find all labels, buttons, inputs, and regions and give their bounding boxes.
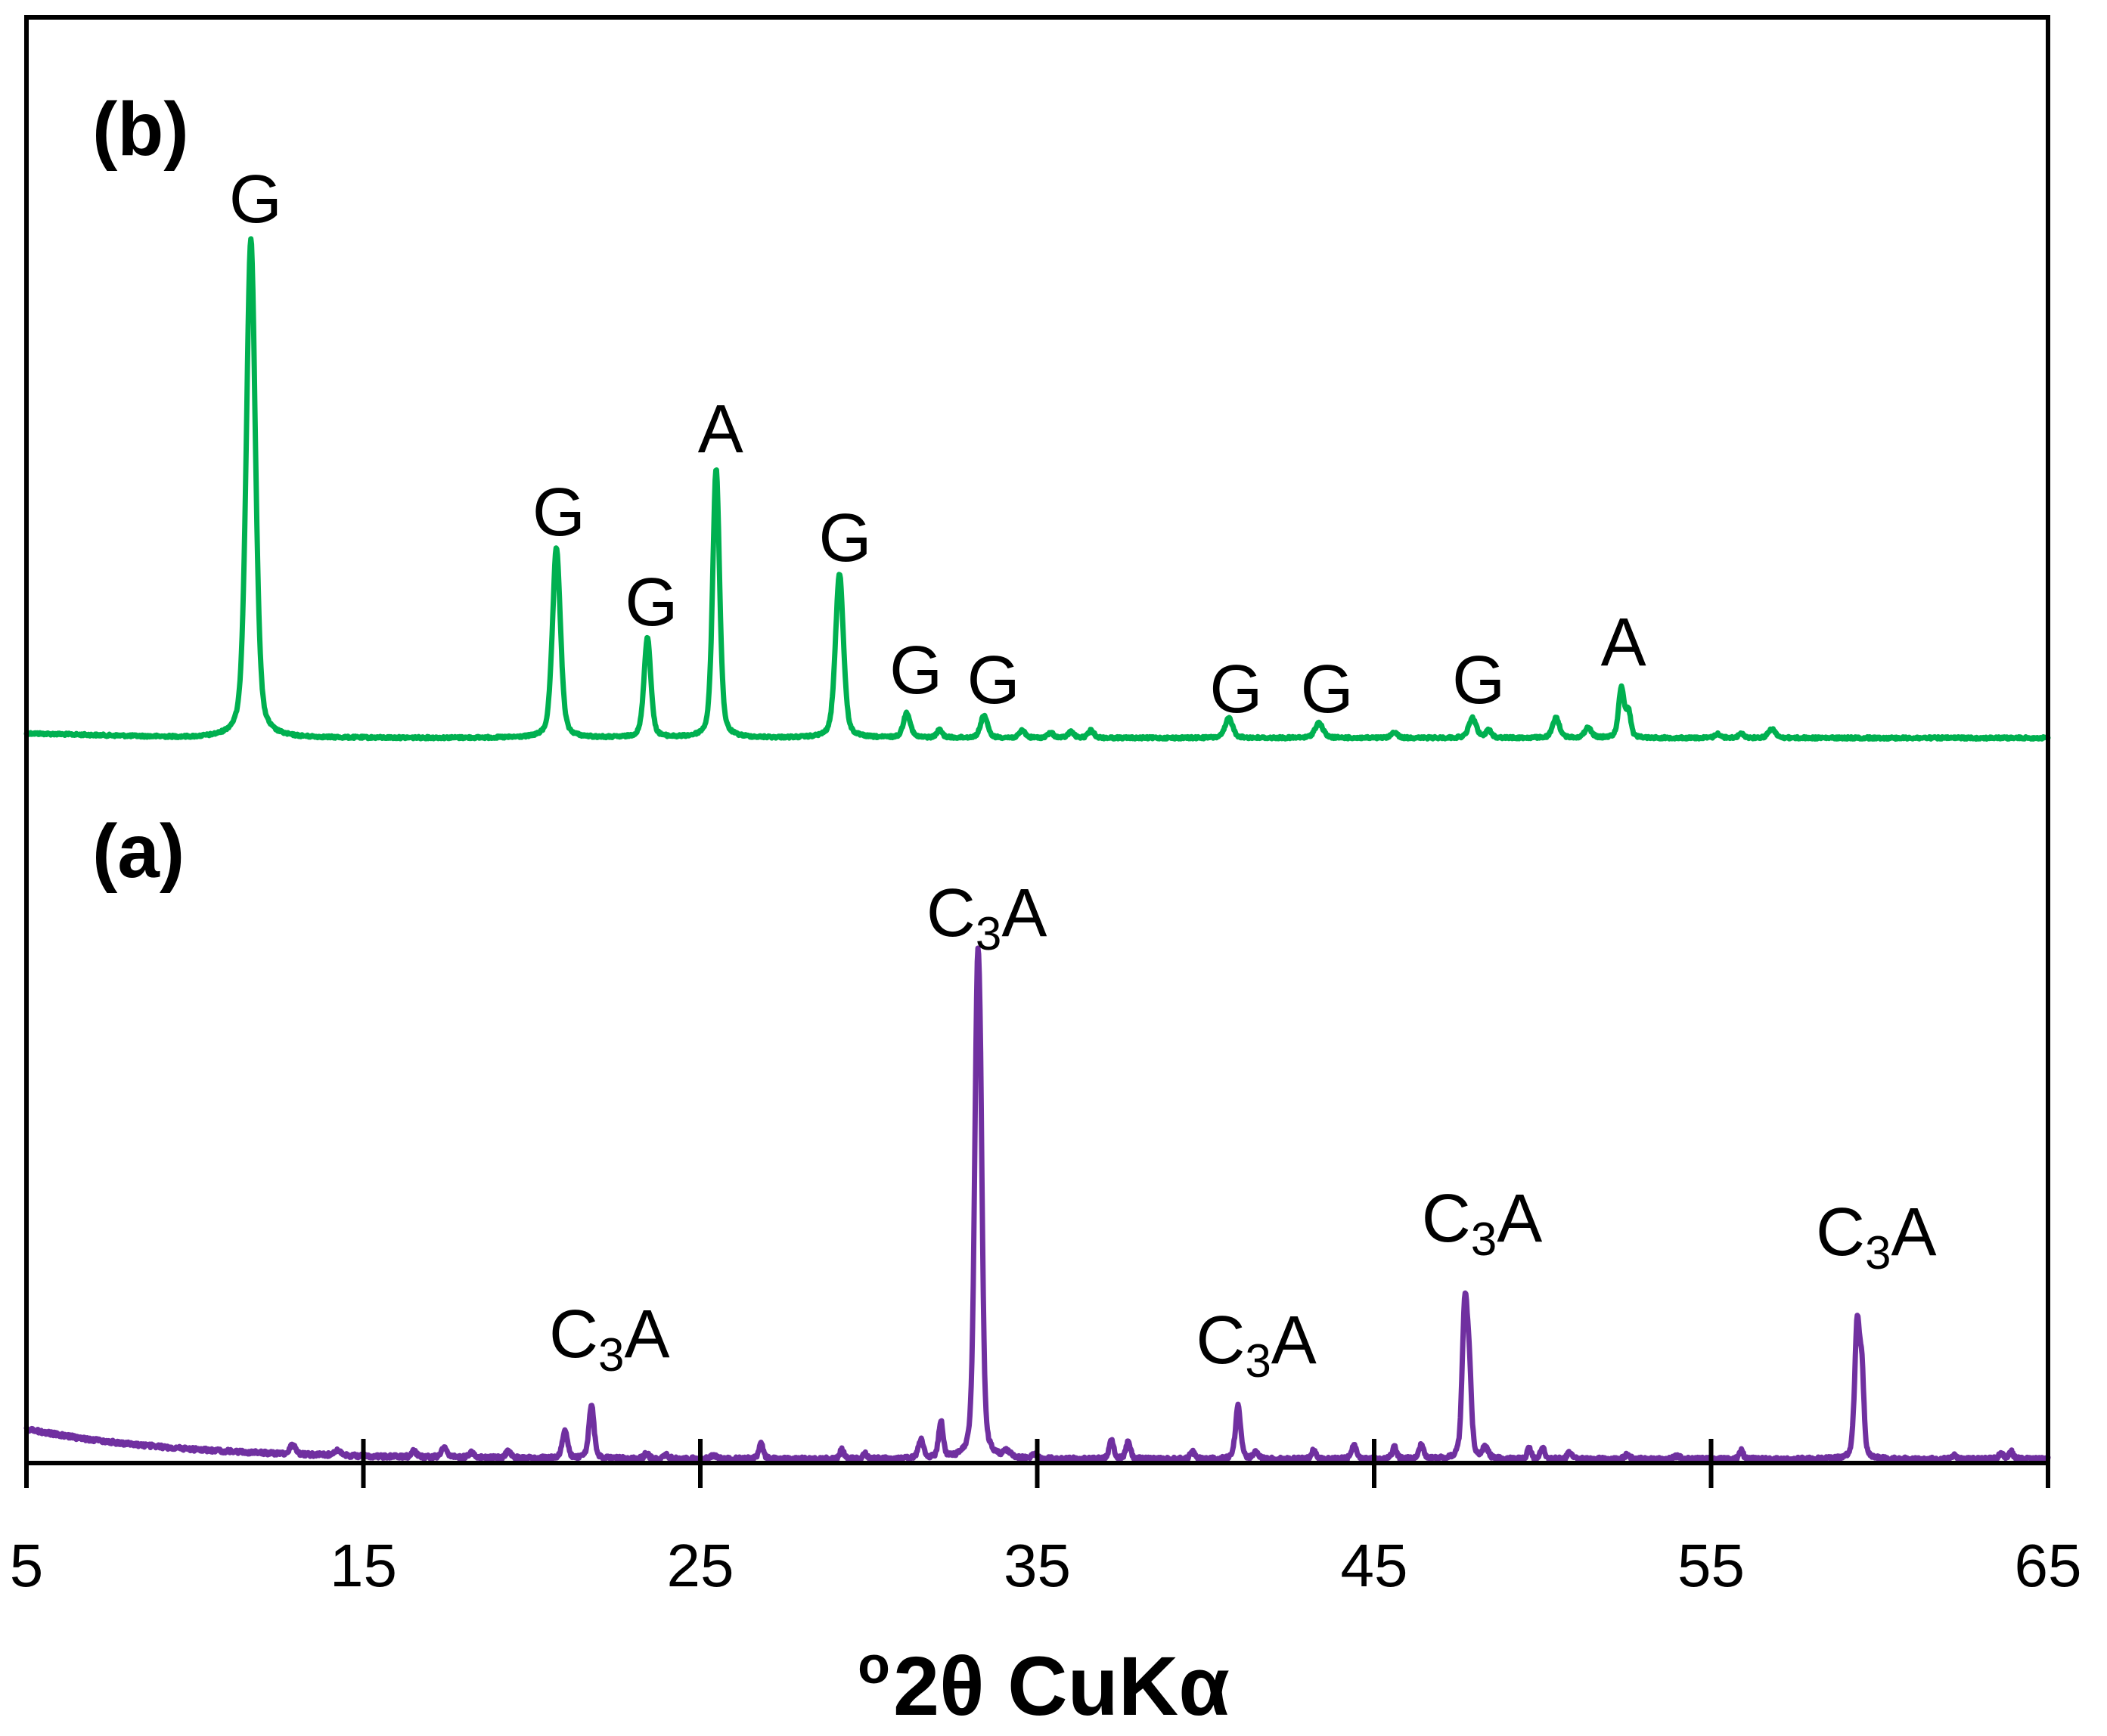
peak-label-b: G xyxy=(1452,643,1505,718)
x-tick-label: 35 xyxy=(1004,1532,1071,1599)
x-tick-label: 55 xyxy=(1677,1532,1745,1599)
peak-label-b: G xyxy=(229,162,282,237)
x-axis-title-main: 2θ CuKα xyxy=(893,1640,1230,1733)
peak-label-b: G xyxy=(1301,652,1354,727)
x-axis-ticks: 5 15 25 35 45 55 65 xyxy=(10,1439,2082,1599)
panel-label-b: (b) xyxy=(92,87,189,172)
peak-label-b: G xyxy=(625,565,678,640)
peak-label-a: C3A xyxy=(1196,1303,1317,1387)
peak-label-b: G xyxy=(819,501,872,576)
degree-symbol: o xyxy=(858,1635,890,1694)
x-tick-label: 45 xyxy=(1341,1532,1408,1599)
peak-label-a: C3A xyxy=(926,876,1047,960)
x-tick-label: 25 xyxy=(667,1532,734,1599)
diffraction-traces xyxy=(23,236,2051,1464)
peak-label-a: C3A xyxy=(1816,1195,1937,1279)
peak-label-b: G xyxy=(967,643,1020,718)
peak-label-a: C3A xyxy=(1422,1181,1543,1266)
x-tick-label: 65 xyxy=(2015,1532,2082,1599)
trace-a xyxy=(23,945,2051,1464)
peak-label-b: G xyxy=(532,475,585,550)
x-tick-label: 15 xyxy=(330,1532,397,1599)
peak-label-a: C3A xyxy=(549,1297,670,1381)
peak-label-b: A xyxy=(1601,605,1646,680)
peak-label-b: G xyxy=(1209,652,1262,727)
x-tick-label: 5 xyxy=(10,1532,44,1599)
x-axis-title: o2θ CuKα xyxy=(858,1635,1230,1733)
peak-label-b: G xyxy=(889,633,942,708)
trace-b xyxy=(23,236,2051,742)
peak-label-b: A xyxy=(698,392,743,467)
panel-label-a: (a) xyxy=(92,809,185,894)
